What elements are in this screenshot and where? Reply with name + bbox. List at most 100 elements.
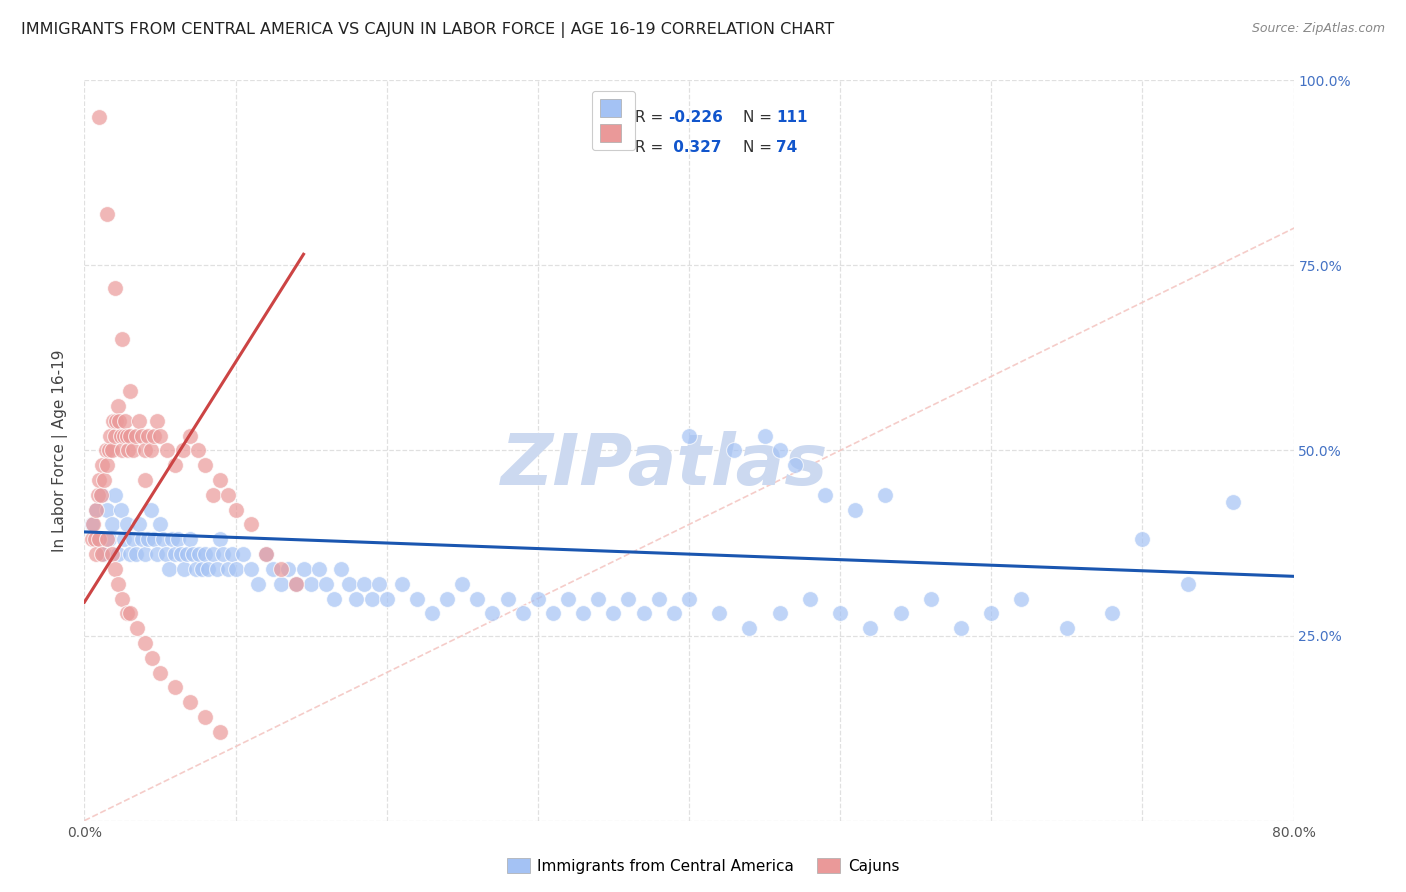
Point xyxy=(142,428,165,442)
Point xyxy=(134,443,156,458)
Point xyxy=(678,428,700,442)
Point xyxy=(662,607,685,621)
Legend: Immigrants from Central America, Cajuns: Immigrants from Central America, Cajuns xyxy=(501,852,905,880)
Point xyxy=(980,607,1002,621)
Point xyxy=(139,443,162,458)
Point xyxy=(572,607,595,621)
Point xyxy=(94,443,117,458)
Text: 0.327: 0.327 xyxy=(668,139,721,154)
Point xyxy=(131,533,153,547)
Point xyxy=(201,488,224,502)
Point xyxy=(96,502,118,516)
Point xyxy=(191,562,214,576)
Point xyxy=(723,443,745,458)
Point xyxy=(270,562,292,576)
Point xyxy=(98,428,121,442)
Point xyxy=(84,533,107,547)
Point xyxy=(114,414,136,428)
Point xyxy=(107,399,129,413)
Text: N =: N = xyxy=(744,110,778,125)
Point xyxy=(299,576,322,591)
Point xyxy=(136,428,159,442)
Point xyxy=(254,547,277,561)
Point xyxy=(194,458,217,473)
Point xyxy=(588,591,610,606)
Point xyxy=(156,443,179,458)
Point xyxy=(157,562,180,576)
Point xyxy=(100,547,122,561)
Point xyxy=(225,562,247,576)
Point xyxy=(128,517,150,532)
Point xyxy=(1056,621,1078,635)
Point xyxy=(149,665,172,680)
Point xyxy=(769,607,792,621)
Point xyxy=(167,533,190,547)
Point xyxy=(406,591,429,606)
Point xyxy=(186,562,208,576)
Point xyxy=(754,428,776,442)
Point xyxy=(104,280,127,294)
Point xyxy=(136,533,159,547)
Point xyxy=(557,591,579,606)
Point xyxy=(100,443,122,458)
Point xyxy=(90,488,112,502)
Point xyxy=(207,562,229,576)
Point xyxy=(368,576,391,591)
Point xyxy=(330,562,353,576)
Point xyxy=(118,607,141,621)
Point xyxy=(875,488,897,502)
Point xyxy=(142,533,165,547)
Point xyxy=(104,428,127,442)
Point xyxy=(97,533,120,547)
Point xyxy=(107,576,129,591)
Point xyxy=(221,547,243,561)
Point xyxy=(111,332,134,346)
Point xyxy=(104,562,127,576)
Point xyxy=(115,428,138,442)
Point xyxy=(131,428,153,442)
Point xyxy=(1101,607,1123,621)
Point xyxy=(146,547,169,561)
Point xyxy=(117,443,139,458)
Point xyxy=(512,607,534,621)
Point xyxy=(360,591,382,606)
Point xyxy=(97,443,120,458)
Point xyxy=(209,473,232,487)
Y-axis label: In Labor Force | Age 16-19: In Labor Force | Age 16-19 xyxy=(52,349,69,552)
Point xyxy=(115,607,138,621)
Text: N =: N = xyxy=(744,139,778,154)
Point xyxy=(176,547,198,561)
Point xyxy=(141,650,163,665)
Point xyxy=(247,576,270,591)
Point xyxy=(830,607,852,621)
Point xyxy=(112,533,135,547)
Point xyxy=(80,517,103,532)
Text: 74: 74 xyxy=(776,139,797,154)
Point xyxy=(118,428,141,442)
Point xyxy=(165,681,187,695)
Point xyxy=(118,547,141,561)
Point xyxy=(93,473,115,487)
Point xyxy=(920,591,942,606)
Point xyxy=(118,384,141,399)
Text: -0.226: -0.226 xyxy=(668,110,723,125)
Point xyxy=(128,414,150,428)
Point xyxy=(1177,576,1199,591)
Point xyxy=(315,576,337,591)
Point xyxy=(172,443,194,458)
Point xyxy=(194,547,217,561)
Point xyxy=(127,621,149,635)
Point xyxy=(96,533,118,547)
Point xyxy=(187,443,209,458)
Point xyxy=(225,502,247,516)
Point xyxy=(91,458,114,473)
Point xyxy=(89,533,111,547)
Point xyxy=(844,502,866,516)
Point xyxy=(436,591,458,606)
Point xyxy=(104,488,127,502)
Point xyxy=(859,621,882,635)
Point xyxy=(89,533,111,547)
Text: R =: R = xyxy=(634,110,668,125)
Point xyxy=(139,502,162,516)
Point xyxy=(115,517,138,532)
